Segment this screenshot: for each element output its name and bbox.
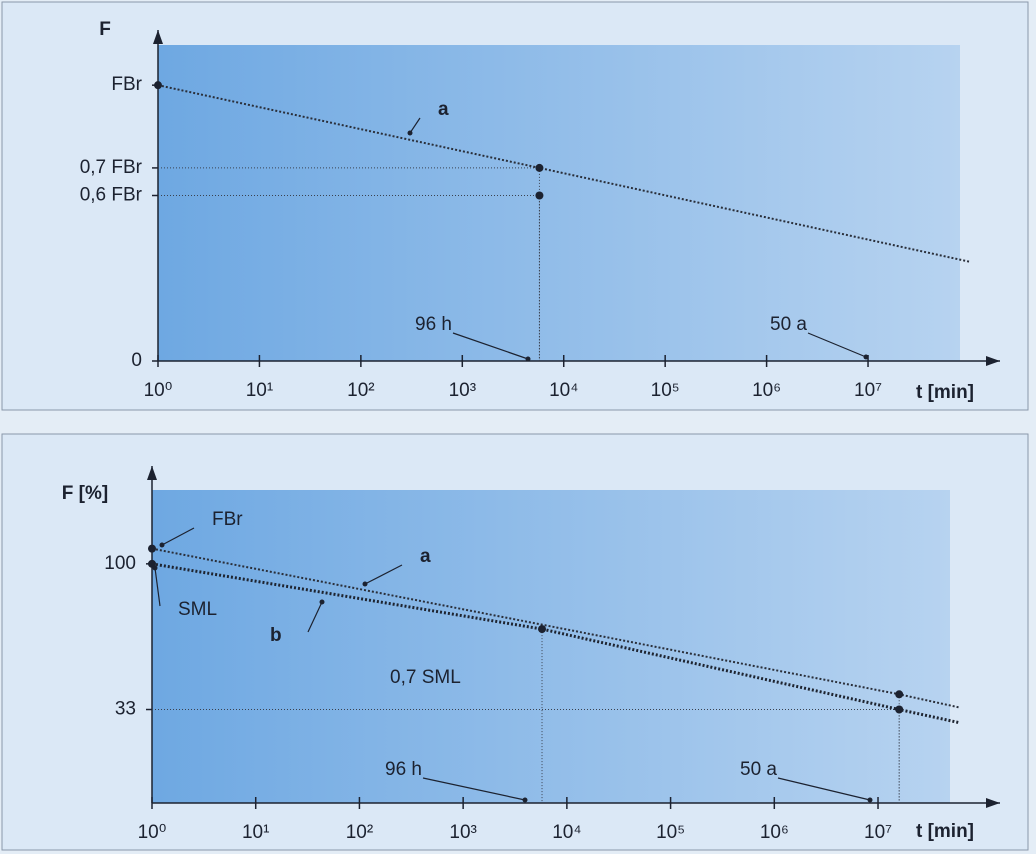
x-tick-label: 10⁷: [864, 822, 892, 843]
x-tick-label: 10⁶: [760, 822, 789, 843]
annotation-arrow: [452, 332, 529, 360]
annotation-arrow-head: [867, 797, 873, 803]
x-tick-label: 10⁶: [752, 380, 781, 401]
annotation: 96 h: [415, 314, 452, 335]
y-axis-label: F [%]: [62, 483, 108, 504]
annotation-arrow-head: [152, 565, 158, 571]
x-axis-label: t [min]: [916, 821, 974, 842]
annotation-arrow: [154, 567, 161, 607]
x-axis-arrow: [986, 798, 1000, 808]
y-tick-label: 100: [104, 553, 136, 574]
x-tick-label: 10³: [449, 380, 476, 401]
series-line: [151, 562, 960, 725]
marker: [535, 163, 544, 172]
x-tick-label: 10²: [347, 380, 374, 401]
annotation-arrow: [161, 527, 195, 546]
annotation-arrow: [777, 777, 871, 801]
y-tick-label: 0: [131, 350, 142, 371]
y-tick-label: 33: [115, 699, 136, 720]
annotation-arrow: [807, 332, 867, 358]
x-tick-label: 10⁰: [138, 822, 167, 843]
annotation-arrow-head: [863, 354, 869, 360]
x-tick-label: 10⁵: [651, 380, 680, 401]
y-tick-label: 0,7 FBr: [80, 157, 143, 178]
annotation: FBr: [212, 509, 243, 530]
y-axis-arrow: [147, 466, 157, 480]
y-tick-label: FBr: [111, 74, 142, 95]
marker: [895, 705, 904, 714]
annotation-arrow-head: [407, 130, 413, 136]
x-tick-label: 10⁷: [854, 380, 882, 401]
x-tick-label: 10¹: [246, 380, 273, 401]
annotation: b: [270, 625, 282, 646]
x-tick-label: 10⁵: [656, 822, 685, 843]
annotation-arrow: [307, 601, 323, 633]
annotation-arrow-head: [362, 581, 368, 587]
annotation: a: [420, 546, 431, 567]
x-tick-label: 10²: [346, 822, 373, 843]
y-axis-label: F: [99, 19, 111, 40]
annotation: a: [438, 99, 449, 120]
annotation-arrow-head: [159, 542, 165, 548]
marker: [148, 544, 156, 553]
annotation: 96 h: [385, 759, 422, 780]
annotation: 0,7 SML: [390, 667, 461, 688]
annotation-arrow: [364, 564, 403, 585]
plot-area: [152, 490, 950, 803]
x-tick-label: 10³: [449, 822, 476, 843]
x-axis-arrow: [986, 356, 1000, 366]
marker: [535, 191, 544, 200]
y-axis-arrow: [153, 30, 163, 44]
annotation: 50 a: [770, 314, 807, 335]
annotation-arrow: [422, 777, 526, 801]
annotation: SML: [178, 599, 217, 620]
annotation-arrow: [409, 117, 421, 134]
marker: [154, 81, 162, 90]
annotation-arrow-head: [522, 797, 528, 803]
x-tick-label: 10⁴: [549, 380, 578, 401]
annotation: 50 a: [740, 759, 777, 780]
plot-area: [158, 45, 960, 361]
x-tick-label: 10⁰: [144, 380, 173, 401]
marker: [895, 690, 904, 699]
marker: [538, 625, 547, 634]
x-tick-label: 10¹: [242, 822, 269, 843]
x-axis-label: t [min]: [916, 382, 974, 403]
annotation-arrow-head: [319, 599, 325, 605]
x-tick-label: 10⁴: [552, 822, 581, 843]
y-tick-label: 0,6 FBr: [80, 185, 143, 206]
annotation-arrow-head: [525, 356, 531, 362]
